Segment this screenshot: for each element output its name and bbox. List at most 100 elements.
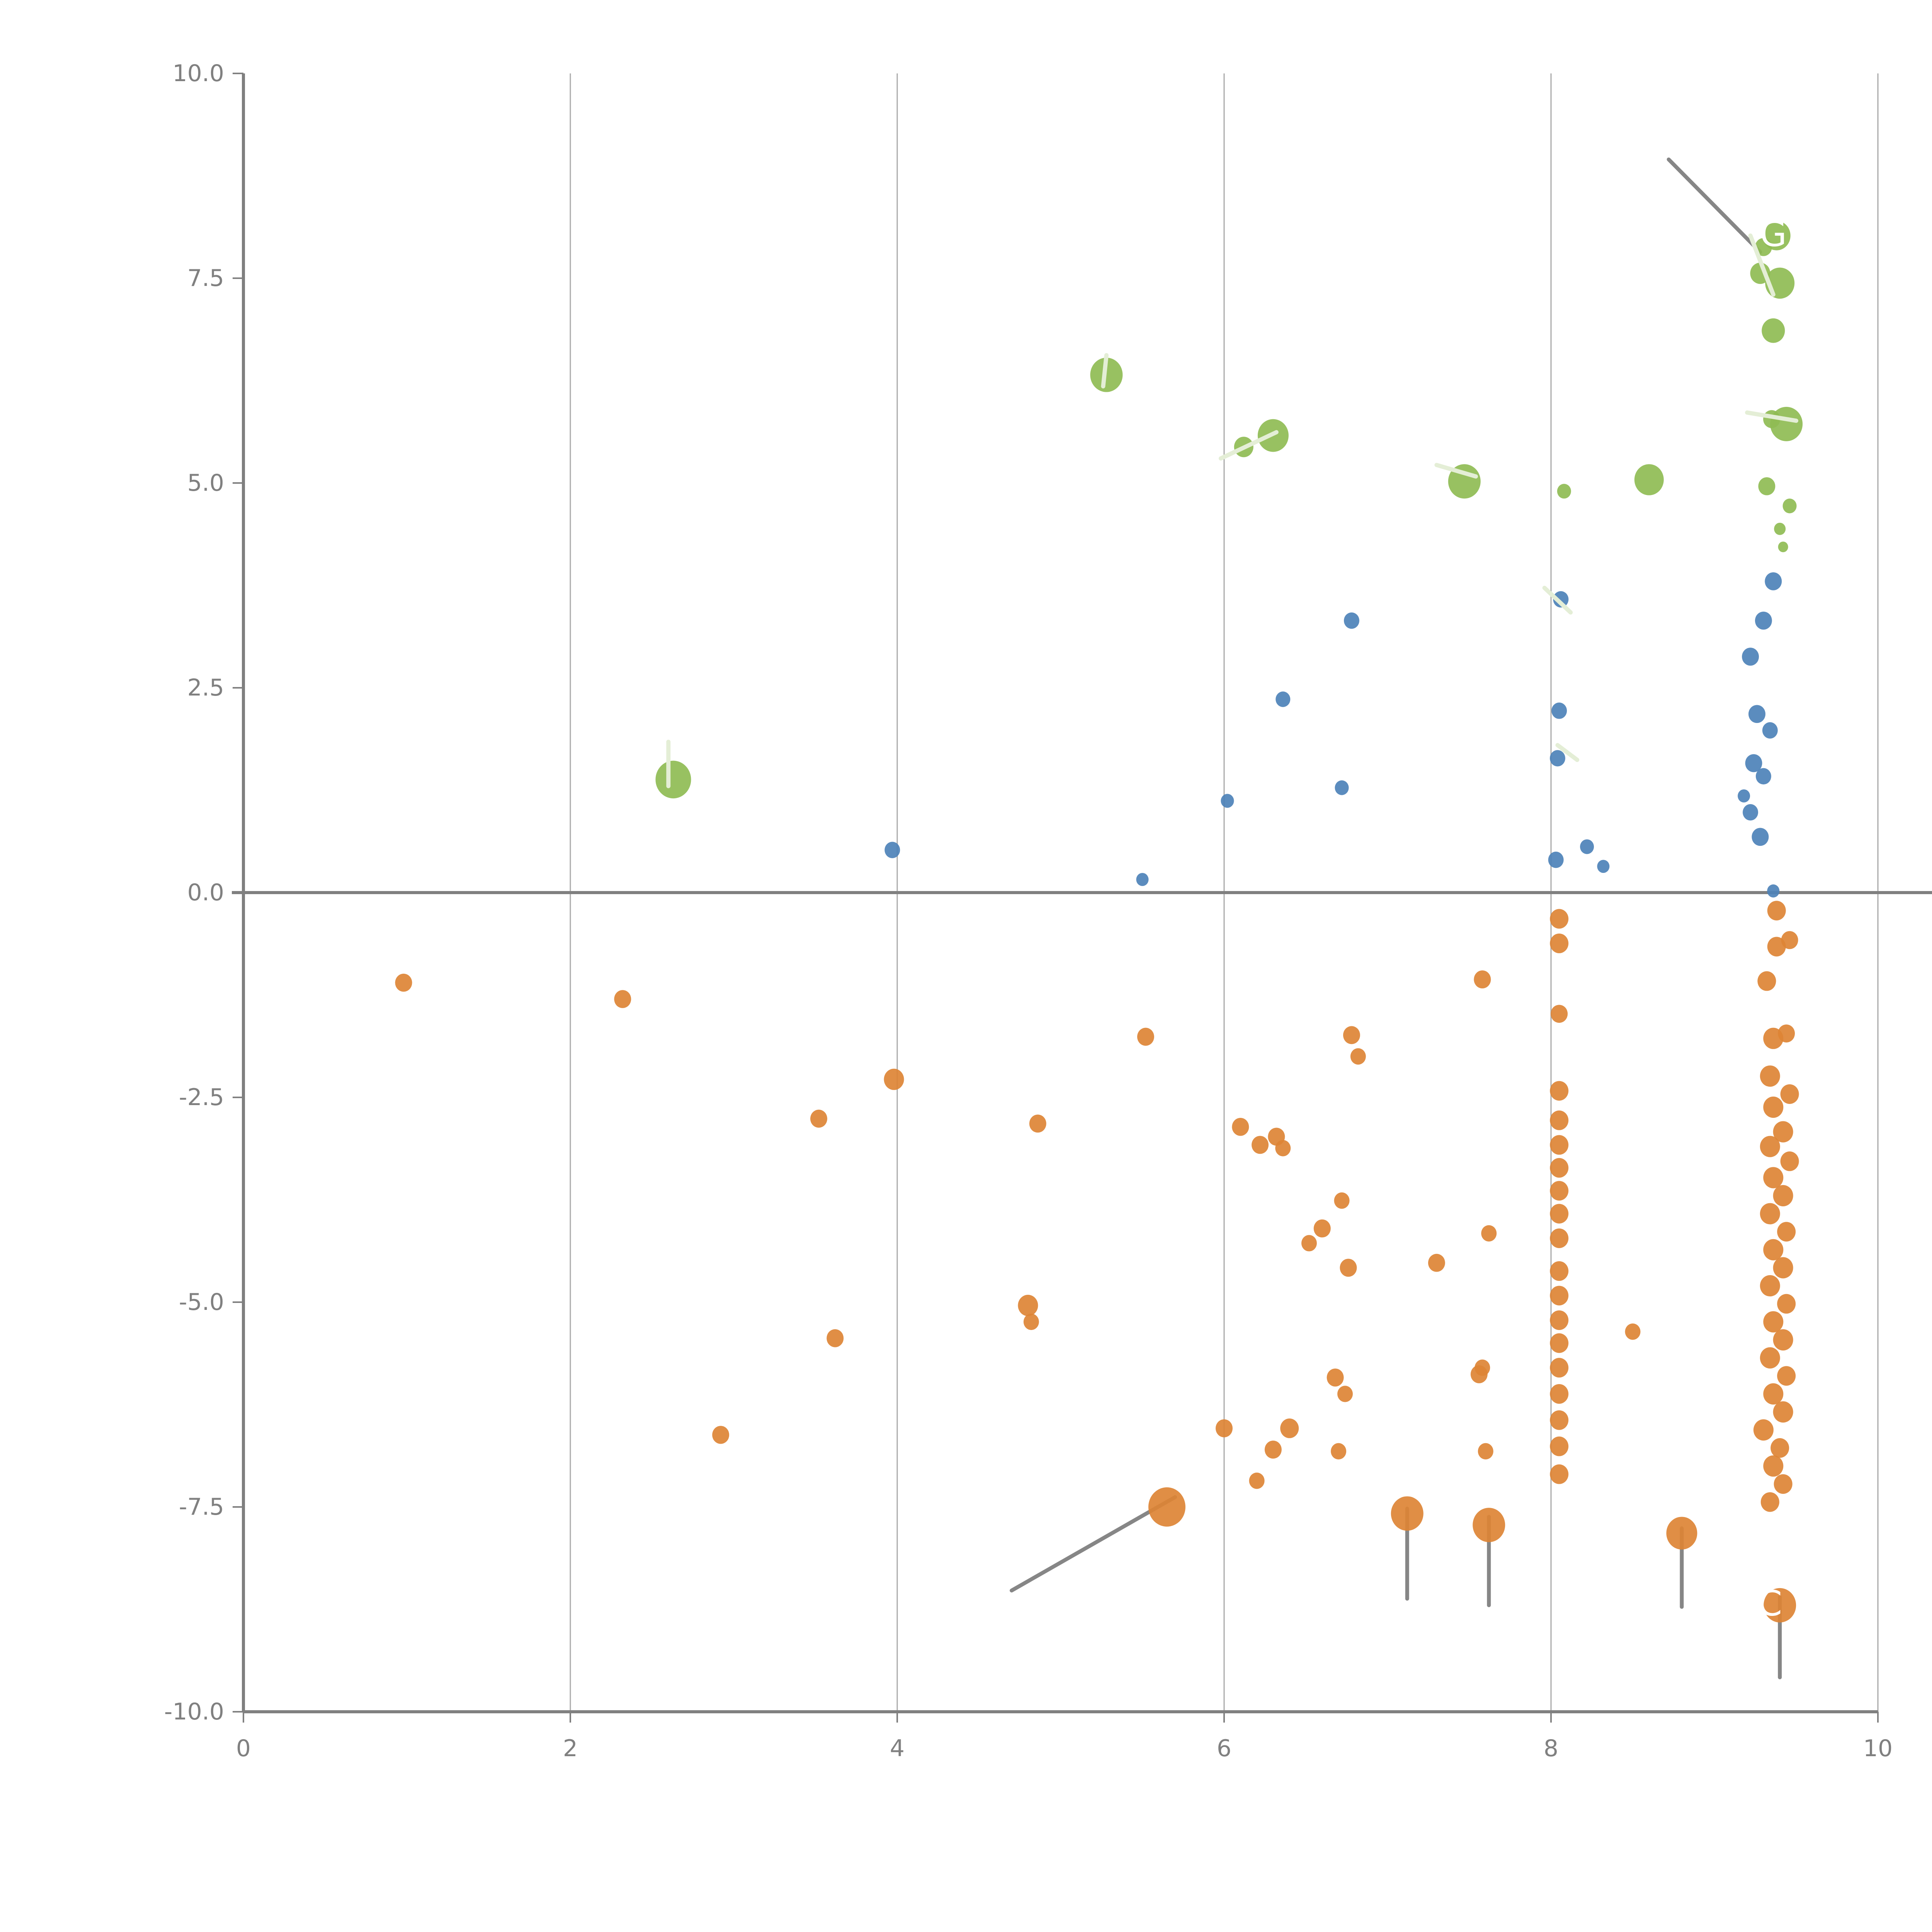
data-point-blue[interactable] [1597, 860, 1610, 873]
data-point-orange[interactable] [1023, 1313, 1039, 1330]
data-point-orange[interactable] [1391, 1496, 1423, 1531]
data-point-orange[interactable] [1763, 1096, 1784, 1118]
data-point-orange[interactable] [1760, 1065, 1780, 1087]
series-green-points[interactable] [655, 221, 1803, 799]
data-point-orange[interactable] [1481, 1225, 1497, 1242]
data-point-orange[interactable] [1550, 1384, 1569, 1404]
data-point-orange[interactable] [1550, 934, 1569, 953]
data-point-blue[interactable] [1765, 572, 1782, 590]
data-point-blue[interactable] [1221, 794, 1234, 808]
data-point-orange[interactable] [1334, 1192, 1350, 1209]
data-point-blue[interactable] [884, 842, 900, 858]
data-point-orange[interactable] [1777, 1294, 1796, 1314]
data-point-blue[interactable] [1551, 702, 1567, 719]
data-point-green[interactable] [1634, 464, 1664, 495]
data-point-orange[interactable] [1137, 1027, 1154, 1046]
data-point-green[interactable] [1755, 238, 1772, 256]
data-point-orange[interactable] [1550, 1333, 1569, 1353]
data-point-orange[interactable] [1428, 1253, 1445, 1272]
data-point-orange[interactable] [1280, 1418, 1299, 1438]
data-point-orange[interactable] [1301, 1235, 1317, 1252]
data-point-orange[interactable] [1550, 1228, 1569, 1248]
data-point-orange[interactable] [1550, 1358, 1569, 1378]
data-point-orange[interactable] [1770, 1438, 1789, 1458]
data-point-orange[interactable] [827, 1329, 844, 1347]
data-point-orange[interactable] [1666, 1517, 1697, 1550]
data-point-orange[interactable] [884, 1068, 904, 1090]
data-point-blue[interactable] [1136, 873, 1149, 886]
data-point-orange[interactable] [1470, 1365, 1488, 1383]
data-point-orange[interactable] [1764, 1588, 1796, 1622]
data-point-blue[interactable] [1743, 804, 1759, 821]
data-point-orange[interactable] [1313, 1219, 1331, 1238]
data-point-orange[interactable] [1473, 1508, 1505, 1543]
data-point-blue[interactable] [1762, 722, 1778, 739]
data-point-orange[interactable] [1777, 1366, 1796, 1386]
data-point-orange[interactable] [1474, 970, 1491, 989]
data-point-orange[interactable] [1478, 1443, 1493, 1460]
data-point-orange[interactable] [1337, 1386, 1353, 1402]
data-point-orange[interactable] [1757, 971, 1776, 991]
data-point-orange[interactable] [1252, 1136, 1269, 1154]
data-point-orange[interactable] [1781, 931, 1798, 949]
data-point-green[interactable] [1758, 477, 1776, 495]
data-point-blue[interactable] [1767, 884, 1780, 898]
data-point-orange[interactable] [1763, 1383, 1784, 1405]
data-point-blue[interactable] [1755, 768, 1771, 785]
data-point-orange[interactable] [1327, 1368, 1344, 1387]
data-point-orange[interactable] [1550, 1158, 1569, 1178]
data-point-blue[interactable] [1580, 839, 1594, 854]
data-point-orange[interactable] [1763, 1455, 1784, 1477]
data-point-orange[interactable] [1550, 1286, 1569, 1306]
data-point-orange[interactable] [1029, 1114, 1046, 1133]
data-point-orange[interactable] [1625, 1323, 1641, 1340]
data-point-orange[interactable] [1773, 1121, 1793, 1143]
data-point-orange[interactable] [1767, 937, 1786, 957]
data-point-orange[interactable] [1551, 1005, 1568, 1023]
data-point-orange[interactable] [1753, 1419, 1774, 1441]
data-point-orange[interactable] [1760, 1347, 1780, 1369]
data-point-orange[interactable] [1550, 1410, 1569, 1430]
data-point-orange[interactable] [1331, 1443, 1347, 1460]
data-point-orange[interactable] [1550, 1181, 1569, 1201]
data-point-orange[interactable] [1550, 1110, 1569, 1130]
data-point-blue[interactable] [1748, 705, 1765, 723]
data-point-blue[interactable] [1335, 780, 1349, 795]
data-point-orange[interactable] [1232, 1118, 1249, 1136]
data-point-orange[interactable] [1780, 1151, 1799, 1171]
data-point-blue[interactable] [1742, 648, 1759, 666]
data-point-green[interactable] [1782, 498, 1797, 514]
series-blue-points[interactable] [884, 572, 1782, 898]
data-point-orange[interactable] [1777, 1222, 1796, 1242]
data-point-orange[interactable] [1550, 909, 1569, 929]
data-point-orange[interactable] [1763, 1239, 1784, 1260]
data-point-orange[interactable] [712, 1426, 730, 1444]
series-orange-points[interactable] [395, 901, 1799, 1622]
data-point-orange[interactable] [1773, 1401, 1793, 1423]
data-point-blue[interactable] [1549, 750, 1565, 767]
data-point-orange[interactable] [1550, 1081, 1569, 1101]
data-point-blue[interactable] [1553, 591, 1569, 608]
data-point-blue[interactable] [1276, 691, 1291, 707]
data-point-orange[interactable] [1760, 1275, 1780, 1297]
data-point-orange[interactable] [810, 1109, 827, 1128]
data-point-orange[interactable] [1760, 1203, 1780, 1225]
data-point-orange[interactable] [1773, 1257, 1793, 1279]
data-point-orange[interactable] [1760, 1136, 1780, 1157]
data-point-green[interactable] [1557, 484, 1571, 499]
data-point-green[interactable] [1778, 541, 1788, 553]
data-point-blue[interactable] [1755, 611, 1772, 630]
data-point-blue[interactable] [1548, 852, 1564, 868]
data-point-orange[interactable] [1780, 1084, 1799, 1104]
data-point-orange[interactable] [1760, 1492, 1779, 1512]
data-point-orange[interactable] [1763, 1167, 1784, 1189]
data-point-orange[interactable] [1343, 1026, 1360, 1044]
data-point-orange[interactable] [614, 990, 631, 1008]
data-point-orange[interactable] [1550, 1464, 1569, 1484]
data-point-blue[interactable] [1752, 828, 1769, 846]
data-point-blue[interactable] [1738, 789, 1750, 803]
data-point-orange[interactable] [1275, 1140, 1291, 1156]
data-point-orange[interactable] [1249, 1472, 1265, 1489]
data-point-orange[interactable] [1264, 1440, 1282, 1459]
data-point-orange[interactable] [1550, 1204, 1569, 1224]
